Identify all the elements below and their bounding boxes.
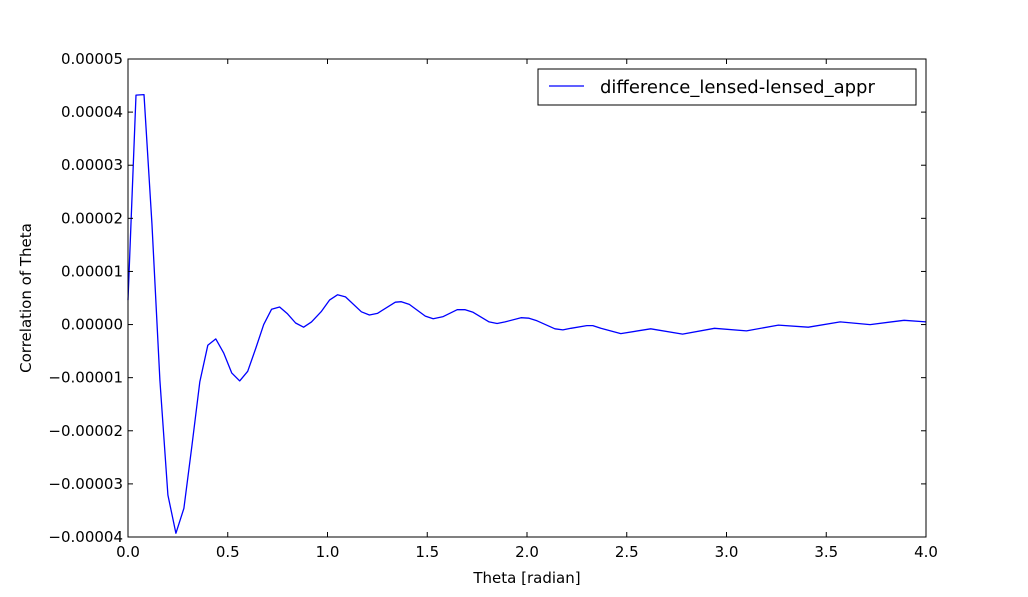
x-tick-label: 1.5 <box>415 543 439 561</box>
x-tick-label: 4.0 <box>914 543 938 561</box>
x-tick-label: 3.0 <box>715 543 739 561</box>
y-tick-label: 0.00000 <box>61 316 123 334</box>
x-tick-label: 1.0 <box>316 543 340 561</box>
y-tick-label: 0.00001 <box>61 262 123 280</box>
x-axis-label: Theta [radian] <box>472 569 580 587</box>
y-tick-label: −0.00004 <box>48 528 123 546</box>
x-tick-label: 2.0 <box>515 543 539 561</box>
legend-box <box>537 68 917 106</box>
legend: difference_lensed-lensed_appr <box>537 68 917 106</box>
y-tick-label: 0.00004 <box>61 103 123 121</box>
series-line <box>127 93 927 534</box>
legend-label: difference_lensed-lensed_appr <box>600 77 875 98</box>
y-tick-label: −0.00001 <box>48 369 123 387</box>
y-axis-label: Correlation of Theta <box>17 223 35 373</box>
y-tick-label: −0.00003 <box>48 475 123 493</box>
x-tick-label: 2.5 <box>615 543 639 561</box>
y-tick-label: 0.00002 <box>61 209 123 227</box>
y-tick-label: 0.00005 <box>61 50 123 68</box>
x-tick-label: 3.5 <box>814 543 838 561</box>
x-tick-label: 0.5 <box>216 543 240 561</box>
y-tick-label: 0.00003 <box>61 156 123 174</box>
x-tick-label: 0.0 <box>116 543 140 561</box>
y-tick-label: −0.00002 <box>48 422 123 440</box>
